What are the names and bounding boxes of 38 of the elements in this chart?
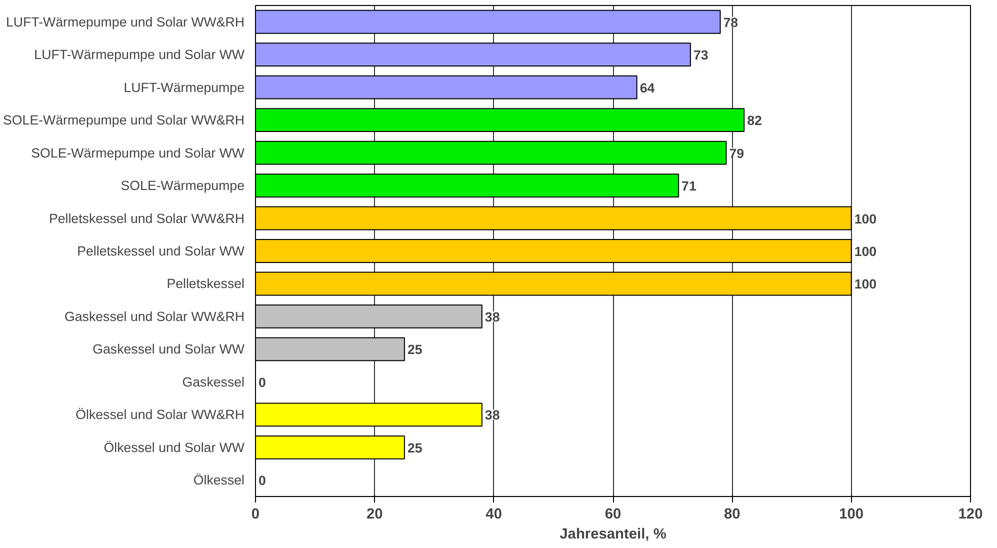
y-tick-label: Gaskessel und Solar WW bbox=[92, 342, 245, 357]
y-tick-label: Gaskessel bbox=[182, 374, 245, 390]
x-tick-label: 80 bbox=[724, 506, 740, 522]
x-tick-label: 0 bbox=[251, 506, 260, 522]
y-tick-label: Ölkessel und Solar WW bbox=[104, 440, 245, 455]
data-label: 0 bbox=[258, 374, 266, 390]
y-tick-label: Gaskessel und Solar WW&RH bbox=[64, 308, 244, 324]
y-tick-label: LUFT-Wärmepumpe und Solar WW bbox=[34, 47, 245, 62]
data-label: 38 bbox=[484, 309, 500, 324]
data-label: 100 bbox=[854, 211, 877, 226]
data-label: 100 bbox=[854, 276, 877, 292]
y-tick-label: LUFT-Wärmepumpe und Solar WW&RH bbox=[6, 14, 245, 30]
data-label: 0 bbox=[258, 473, 266, 488]
data-label: 79 bbox=[729, 146, 744, 161]
data-label: 71 bbox=[682, 178, 697, 194]
y-tick-label: Pelletskessel und Solar WW bbox=[77, 244, 245, 258]
data-label: 25 bbox=[407, 342, 423, 358]
y-tick-label: Pelletskessel und Solar WW&RH bbox=[48, 210, 245, 226]
data-label: 73 bbox=[693, 48, 708, 63]
data-label: 100 bbox=[854, 244, 877, 259]
y-tick-label: LUFT-Wärmepumpe bbox=[124, 80, 245, 95]
data-label: 25 bbox=[407, 440, 423, 456]
x-axis-title: Jahresanteil, % bbox=[560, 526, 666, 542]
y-tick-label: Ölkessel bbox=[193, 472, 245, 488]
x-tick-label: 40 bbox=[486, 506, 502, 522]
x-tick-label: 20 bbox=[366, 506, 383, 522]
y-tick-label: Pelletskessel bbox=[166, 276, 245, 292]
y-tick-label: SOLE-Wärmepumpe und Solar WW&RH bbox=[3, 112, 245, 128]
data-label: 82 bbox=[747, 113, 762, 128]
y-tick-label: SOLE-Wärmepumpe und Solar WW bbox=[31, 145, 245, 160]
y-tick-label: Ölkessel und Solar WW&RH bbox=[76, 407, 245, 422]
y-tick-label: SOLE-Wärmepumpe bbox=[120, 178, 245, 194]
data-label: 38 bbox=[484, 408, 500, 423]
data-label: 64 bbox=[640, 80, 656, 96]
x-tick-label: 100 bbox=[839, 506, 864, 522]
x-tick-label: 120 bbox=[958, 506, 983, 522]
x-tick-label: 60 bbox=[604, 506, 622, 522]
data-label: 78 bbox=[723, 14, 738, 30]
